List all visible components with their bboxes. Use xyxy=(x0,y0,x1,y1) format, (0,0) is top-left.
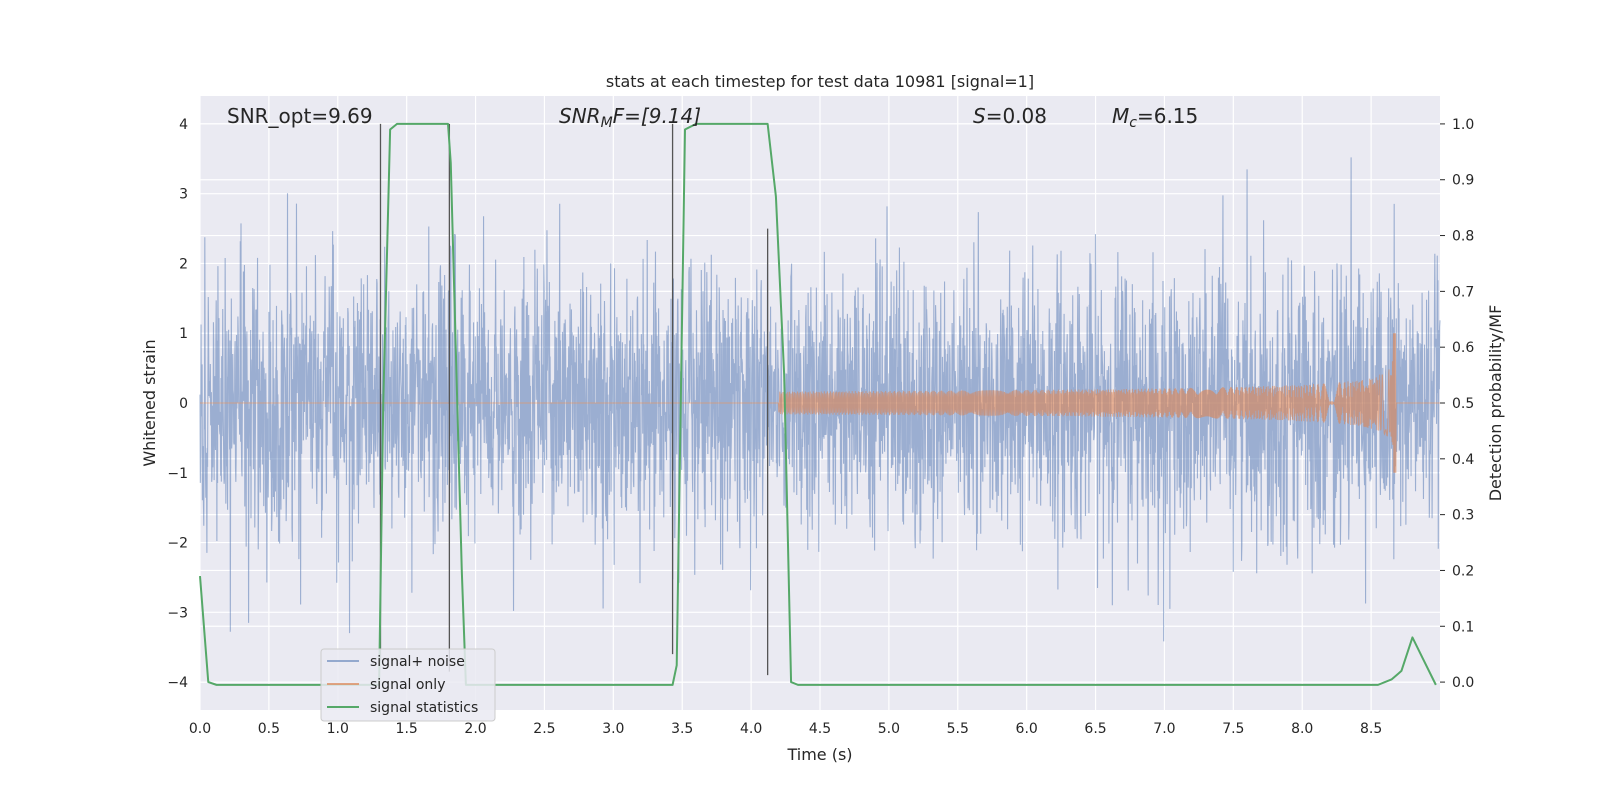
y-tick-label: 1 xyxy=(179,326,188,342)
x-tick-label: 4.0 xyxy=(740,721,762,737)
y-tick-label: 4 xyxy=(179,117,188,133)
x-tick-label: 0.5 xyxy=(258,721,280,737)
annotation-snr-mf-rest: F=[9.14] xyxy=(613,104,701,128)
y-right-tick-label: 0.7 xyxy=(1452,284,1474,300)
annotation-s: S=0.08 xyxy=(973,104,1047,128)
annotation-snr-mf-main: SNR xyxy=(559,104,601,128)
series-line-signal-only xyxy=(200,333,1440,473)
annotation-mc-italic: M xyxy=(1112,104,1129,128)
y-right-tick-label: 0.2 xyxy=(1452,563,1474,579)
series-signal-only xyxy=(200,333,1440,473)
y-right-tick-label: 0.0 xyxy=(1452,675,1474,691)
chart-title: stats at each timestep for test data 109… xyxy=(606,72,1034,91)
legend-entry-signal-noise: signal+ noise xyxy=(370,654,465,670)
x-tick-label: 3.0 xyxy=(602,721,624,737)
annotation-snr-mf-sub: M xyxy=(601,115,613,131)
y-tick-label: 0 xyxy=(179,396,188,412)
y-tick-label: −2 xyxy=(167,536,188,552)
x-tick-label: 5.0 xyxy=(878,721,900,737)
x-axis-label: Time (s) xyxy=(786,745,852,764)
x-tick-label: 8.0 xyxy=(1291,721,1313,737)
y-right-tick-label: 0.1 xyxy=(1452,619,1474,635)
x-tick-label: 7.0 xyxy=(1153,721,1175,737)
y-right-tick-label: 0.3 xyxy=(1452,508,1474,524)
x-tick-label: 5.5 xyxy=(947,721,969,737)
annotation-snr-mf: SNRMF=[9.14] xyxy=(559,104,701,131)
series-signal-noise xyxy=(199,157,1441,642)
y-axis-label: Whitened strain xyxy=(140,339,159,466)
y-right-axis-label: Detection probability/MF xyxy=(1486,305,1505,502)
legend-box xyxy=(320,648,496,722)
y-tick-label: −1 xyxy=(167,466,188,482)
x-tick-label: 2.0 xyxy=(464,721,486,737)
y-tick-label: 2 xyxy=(179,256,188,272)
annotation-snr-opt: SNR_opt=9.69 xyxy=(227,104,373,128)
ticks: 0.0 0.5 1.0 1.5 2.0 2.5 3.0 3.5 4.0 4.5 5.0 5.5 6.0 6… xyxy=(167,117,1474,737)
y-right-tick-label: 0.5 xyxy=(1452,396,1474,412)
y-tick-label: −3 xyxy=(167,605,188,621)
annotation-s-rest: =0.08 xyxy=(986,104,1047,128)
y-tick-label: −4 xyxy=(167,675,188,691)
y-right-tick-label: 1.0 xyxy=(1452,117,1474,133)
x-tick-label: 8.5 xyxy=(1360,721,1382,737)
x-tick-label: 7.5 xyxy=(1222,721,1244,737)
y-right-tick-label: 0.8 xyxy=(1452,229,1474,245)
legend: signal+ noise signal only signal statist… xyxy=(320,648,496,722)
x-tick-label: 4.5 xyxy=(809,721,831,737)
x-tick-label: 6.0 xyxy=(1016,721,1038,737)
annotation-s-italic: S xyxy=(973,104,986,128)
x-tick-label: 6.5 xyxy=(1084,721,1106,737)
y-right-tick-label: 0.4 xyxy=(1452,452,1474,468)
y-right-tick-label: 0.6 xyxy=(1452,340,1474,356)
annotation-mc-rest: =6.15 xyxy=(1137,104,1198,128)
vertical-markers xyxy=(379,123,769,676)
series-line-signal-noise xyxy=(199,157,1441,642)
x-tick-label: 1.0 xyxy=(327,721,349,737)
annotation-mc: Mc=6.15 xyxy=(1112,104,1198,131)
annotation-mc-sub: c xyxy=(1129,115,1137,131)
legend-entry-signal-only: signal only xyxy=(370,677,445,693)
x-tick-label: 2.5 xyxy=(533,721,555,737)
y-right-tick-label: 0.9 xyxy=(1452,173,1474,189)
y-tick-label: 3 xyxy=(179,187,188,203)
x-tick-label: 0.0 xyxy=(189,721,211,737)
legend-entry-signal-statistics: signal statistics xyxy=(370,700,478,716)
x-tick-label: 3.5 xyxy=(671,721,693,737)
x-tick-label: 1.5 xyxy=(396,721,418,737)
